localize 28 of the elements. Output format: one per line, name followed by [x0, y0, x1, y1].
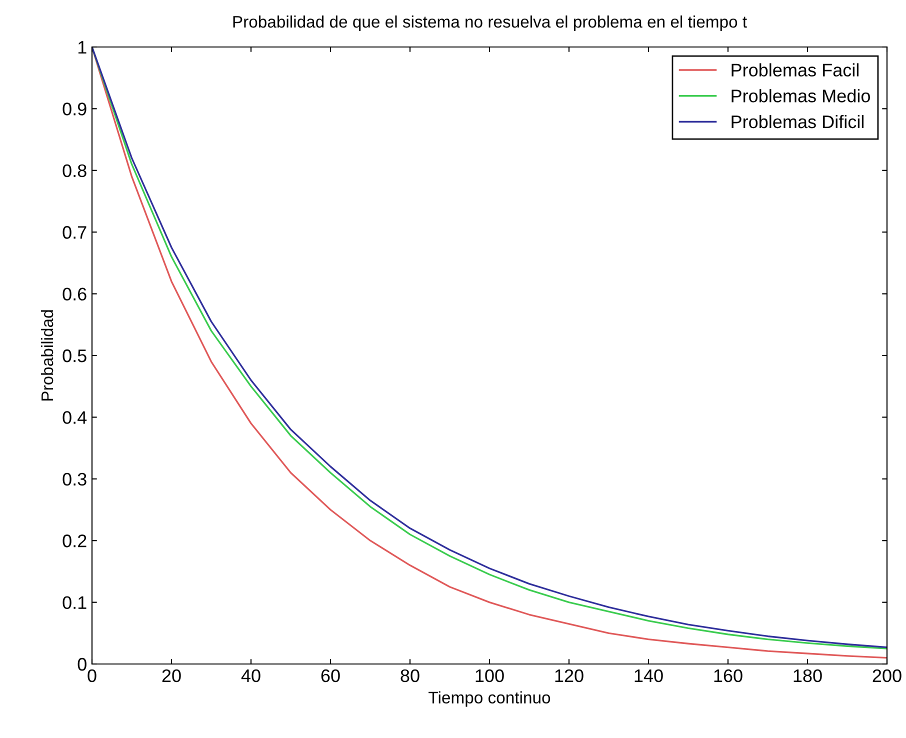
- legend-label: Problemas Dificil: [732, 114, 864, 128]
- y-tick-label: 0.5: [62, 349, 86, 362]
- x-tick-label: 40: [241, 669, 260, 682]
- x-tick-label: 0: [88, 669, 96, 682]
- y-tick-label: 1: [78, 41, 86, 54]
- y-tick-label: 0.3: [62, 472, 86, 486]
- y-tick-label: 0: [78, 658, 86, 671]
- x-tick-label: 180: [794, 669, 822, 682]
- y-tick-label: 0.2: [62, 534, 86, 548]
- x-tick-label: 60: [321, 669, 340, 682]
- x-tick-label: 80: [400, 669, 420, 682]
- x-tick-label: 200: [872, 669, 902, 682]
- x-axis-title: Tiempo continuo: [428, 691, 550, 707]
- legend-label: Problemas Facil: [732, 63, 858, 77]
- y-tick-label: 0.7: [62, 226, 86, 239]
- x-tick-label: 160: [714, 669, 742, 682]
- y-tick-label: 0.6: [62, 288, 86, 301]
- x-tick-label: 140: [634, 669, 663, 682]
- legend-label: Problemas Medio: [732, 89, 870, 102]
- y-tick-label: 0.1: [62, 596, 86, 610]
- y-axis-title: Probabilidad: [40, 310, 54, 400]
- chart-title: Probabilidad de que el sistema no resuelva el problema en el tiempo t: [233, 15, 747, 32]
- x-tick-label: 20: [162, 669, 181, 682]
- y-tick-label: 0.8: [62, 164, 86, 178]
- y-tick-label: 0.9: [62, 102, 86, 116]
- x-tick-label: 120: [555, 669, 584, 682]
- y-tick-label: 0.4: [62, 411, 87, 424]
- x-tick-label: 100: [476, 669, 504, 682]
